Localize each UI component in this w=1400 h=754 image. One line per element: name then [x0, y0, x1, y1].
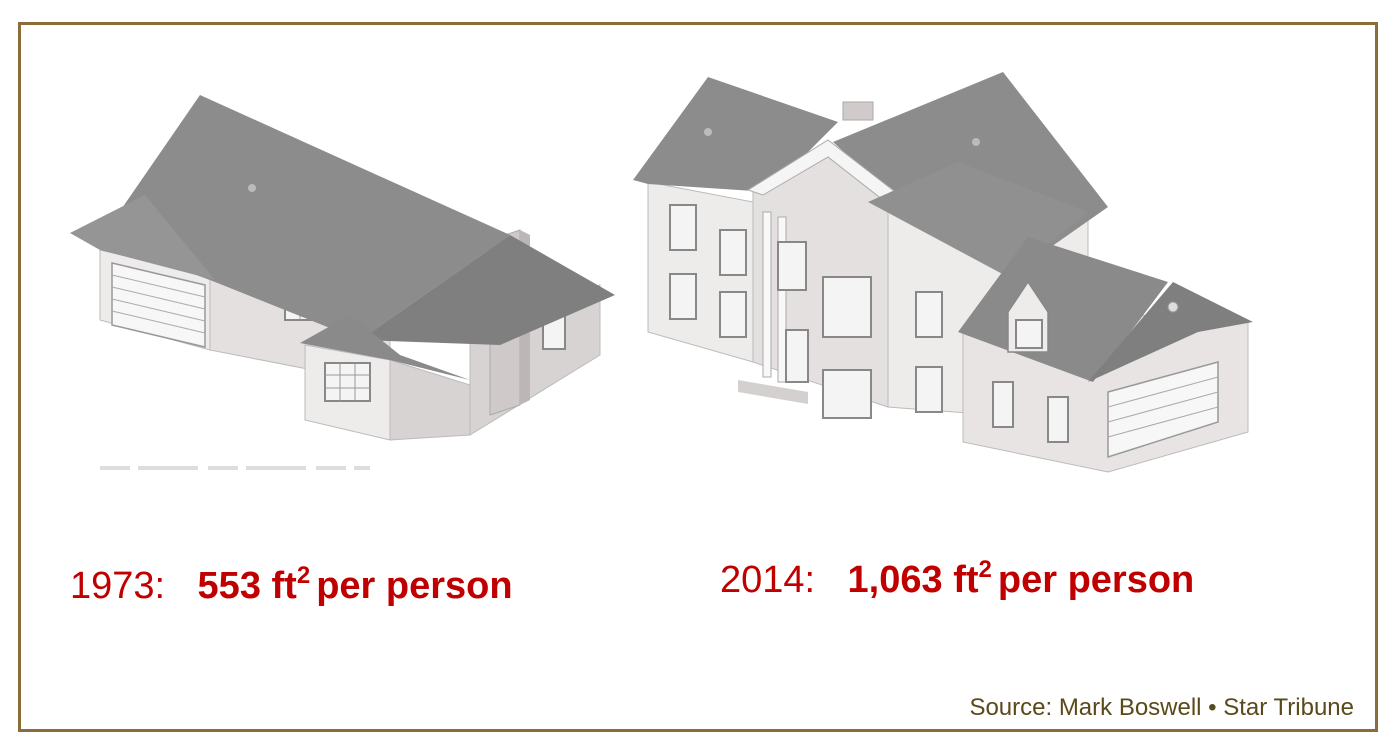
per-person-2014: per person — [997, 559, 1195, 601]
area-superscript-2014: 2 — [978, 556, 992, 583]
area-superscript-1973: 2 — [296, 562, 311, 589]
colonial-house-2014-illustration — [633, 72, 1253, 473]
year-label-1973: 1973: — [70, 565, 166, 607]
area-2014: 1,063 ft — [847, 559, 979, 601]
ranch-house-1973-illustration — [70, 95, 615, 470]
area-1973: 553 ft — [197, 565, 297, 607]
frame-border — [18, 22, 1378, 732]
source-credit: Source: Mark Boswell • Star Tribune — [969, 694, 1354, 721]
year-label-2014: 2014: — [720, 559, 816, 601]
per-person-1973: per person — [316, 565, 513, 607]
caption-1973: 1973: 553 ft2 per person — [70, 548, 513, 607]
caption-2014: 2014: 1,063 ft2 per person — [720, 542, 1195, 601]
